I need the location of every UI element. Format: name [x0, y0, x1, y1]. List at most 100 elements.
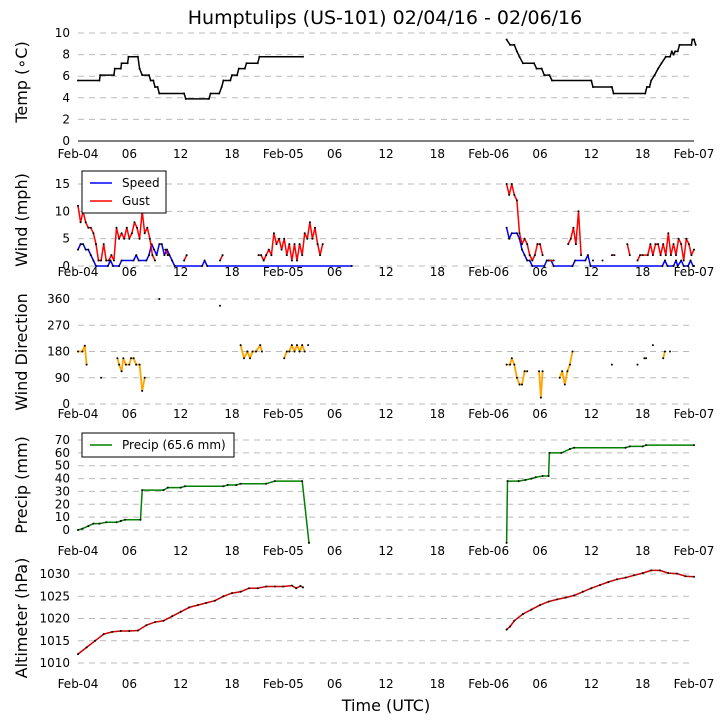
data-point [510, 183, 513, 185]
data-point [99, 74, 102, 77]
data-point [301, 480, 304, 483]
x-tick-label: 06 [532, 544, 547, 558]
data-point [139, 518, 142, 521]
data-point [682, 259, 685, 262]
series-line [78, 344, 88, 365]
data-point [123, 237, 126, 240]
data-point [135, 363, 138, 366]
data-point [314, 226, 316, 229]
data-point [302, 55, 304, 58]
x-tick-label: 06 [327, 677, 342, 691]
data-point [164, 248, 167, 251]
data-point [590, 587, 593, 590]
data-point [272, 232, 275, 235]
data-point [680, 259, 683, 262]
data-point [243, 357, 245, 360]
data-point [667, 572, 670, 575]
data-point [543, 265, 546, 267]
x-tick-label: 12 [173, 265, 188, 279]
data-point [84, 248, 87, 251]
data-point [288, 243, 291, 246]
data-point [282, 585, 285, 588]
data-point [657, 243, 660, 246]
x-tick-label: Feb-04 [58, 147, 99, 161]
data-point [676, 265, 679, 267]
data-point [510, 232, 513, 235]
data-point [515, 376, 518, 379]
data-point [645, 444, 648, 447]
data-point [222, 79, 225, 82]
y-tick-label: 0 [62, 259, 70, 273]
data-point [551, 79, 553, 82]
data-point [221, 254, 224, 257]
data-point [662, 357, 665, 360]
y-tick-label: 270 [47, 318, 70, 332]
data-point [115, 521, 118, 524]
data-point [184, 97, 187, 100]
data-point [574, 243, 577, 246]
y-tick-label: 4 [62, 91, 70, 105]
data-point [130, 357, 132, 360]
data-point [158, 298, 161, 300]
data-point [262, 259, 265, 262]
data-point [601, 259, 604, 262]
data-point [118, 237, 121, 240]
series-line [538, 371, 544, 399]
x-tick-label: Feb-05 [263, 677, 304, 691]
series-line [567, 210, 582, 256]
data-point [171, 259, 174, 262]
series-precip-65-6-mm- [77, 444, 695, 544]
data-point [303, 350, 306, 353]
series-gust-2 [505, 183, 695, 262]
y-axis-label-wind: Wind (mph) [12, 173, 31, 267]
data-point [295, 587, 298, 590]
x-tick-label: 12 [378, 407, 393, 421]
data-point [130, 232, 133, 235]
data-point [113, 67, 116, 70]
data-point [547, 475, 550, 477]
panel-wdir: 0 90 180 270 360 Wind Direction Feb-04 06 12 18 Fe… [12, 292, 714, 421]
x-tick-label: 18 [635, 544, 650, 558]
y-axis-label-precip: Precip (mm) [12, 436, 31, 534]
data-point [674, 50, 677, 53]
data-point [584, 259, 587, 262]
data-point [518, 232, 521, 235]
x-tick-label: 06 [122, 265, 137, 279]
data-point [102, 243, 105, 246]
y-tick-label: 40 [55, 472, 70, 486]
data-point [643, 357, 646, 360]
data-point [510, 357, 513, 360]
data-point [273, 585, 276, 588]
data-point [265, 254, 268, 257]
data-point [100, 376, 103, 379]
data-point [105, 259, 108, 262]
data-point [573, 594, 576, 597]
data-point [120, 62, 123, 65]
data-point [249, 357, 251, 360]
y-tick-label: 10 [55, 510, 70, 524]
data-point [298, 350, 301, 353]
data-point [526, 259, 529, 262]
data-point [110, 254, 113, 257]
x-tick-label: 18 [224, 147, 239, 161]
x-tick-label: Feb-07 [674, 544, 715, 558]
x-tick-label: 06 [532, 677, 547, 691]
data-point [661, 265, 664, 267]
data-point [111, 630, 114, 633]
data-point [658, 569, 661, 572]
data-point [573, 446, 576, 449]
data-point [132, 357, 135, 360]
data-point [693, 575, 695, 578]
data-point [646, 254, 649, 257]
data-point [107, 259, 110, 262]
data-point [685, 237, 688, 240]
data-point [628, 254, 631, 257]
data-point [145, 624, 148, 627]
x-tick-label: 12 [173, 677, 188, 691]
data-point [201, 265, 204, 267]
x-tick-label: 12 [584, 677, 599, 691]
data-point [296, 344, 298, 347]
data-point [669, 254, 672, 257]
data-point [636, 259, 639, 262]
data-point [255, 350, 257, 353]
